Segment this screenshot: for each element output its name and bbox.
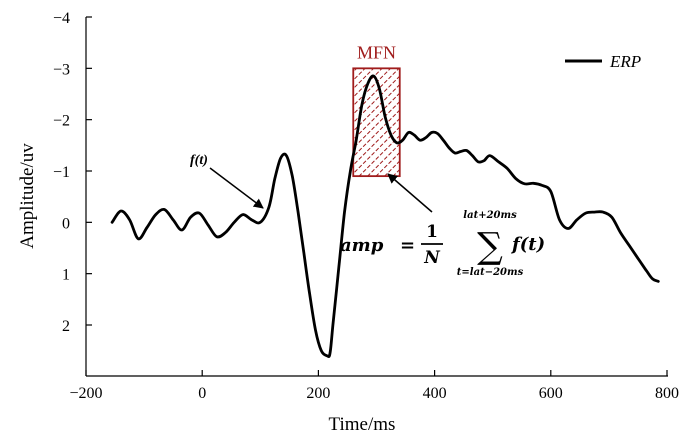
x-tick-label: 0 (198, 385, 206, 402)
mfn-window-box (352, 67, 401, 178)
x-tick-label: 800 (655, 385, 679, 402)
y-tick-label: 0 (62, 215, 70, 232)
x-axis-title: Time/ms (329, 414, 396, 435)
formula-denominator: N (423, 248, 441, 268)
formula-numerator: 1 (426, 222, 438, 242)
formula-lower-limit: t=lat−20ms (457, 267, 524, 278)
y-tick-label: −4 (53, 10, 70, 27)
x-axis-ticks: −200 0 200 400 600 800 (69, 370, 679, 402)
series-line-erp (110, 74, 660, 358)
y-axis-ticks: −4 −3 −2 −1 0 1 2 (53, 10, 92, 335)
formula-summand: f(t) (510, 234, 545, 255)
y-tick-label: −2 (53, 113, 70, 130)
formula-equals: = (400, 235, 415, 256)
legend-label-erp: ERP (609, 52, 641, 71)
x-tick-label: 600 (539, 385, 563, 402)
x-tick-label: 400 (423, 385, 447, 402)
mfn-to-formula-arrow (387, 173, 433, 213)
x-tick-label: −200 (69, 385, 102, 402)
formula-lhs: amp (340, 235, 384, 256)
ft-annotation-label: f(t) (190, 153, 208, 168)
y-axis-title: Amplitude/uv (17, 143, 38, 249)
y-tick-label: −1 (53, 164, 70, 181)
y-tick-label: 1 (62, 267, 70, 284)
amplitude-formula: amp = 1 N lat+20ms ∑ t=lat−20ms f(t) (340, 210, 545, 278)
y-tick-label: −3 (53, 61, 70, 78)
formula-sigma: ∑ (477, 226, 503, 267)
legend: ERP (565, 52, 641, 71)
y-tick-label: 2 (62, 318, 70, 335)
x-tick-label: 200 (306, 385, 330, 402)
mfn-label: MFN (357, 42, 396, 62)
ft-annotation-arrow (209, 167, 264, 209)
formula-upper-limit: lat+20ms (463, 210, 517, 221)
